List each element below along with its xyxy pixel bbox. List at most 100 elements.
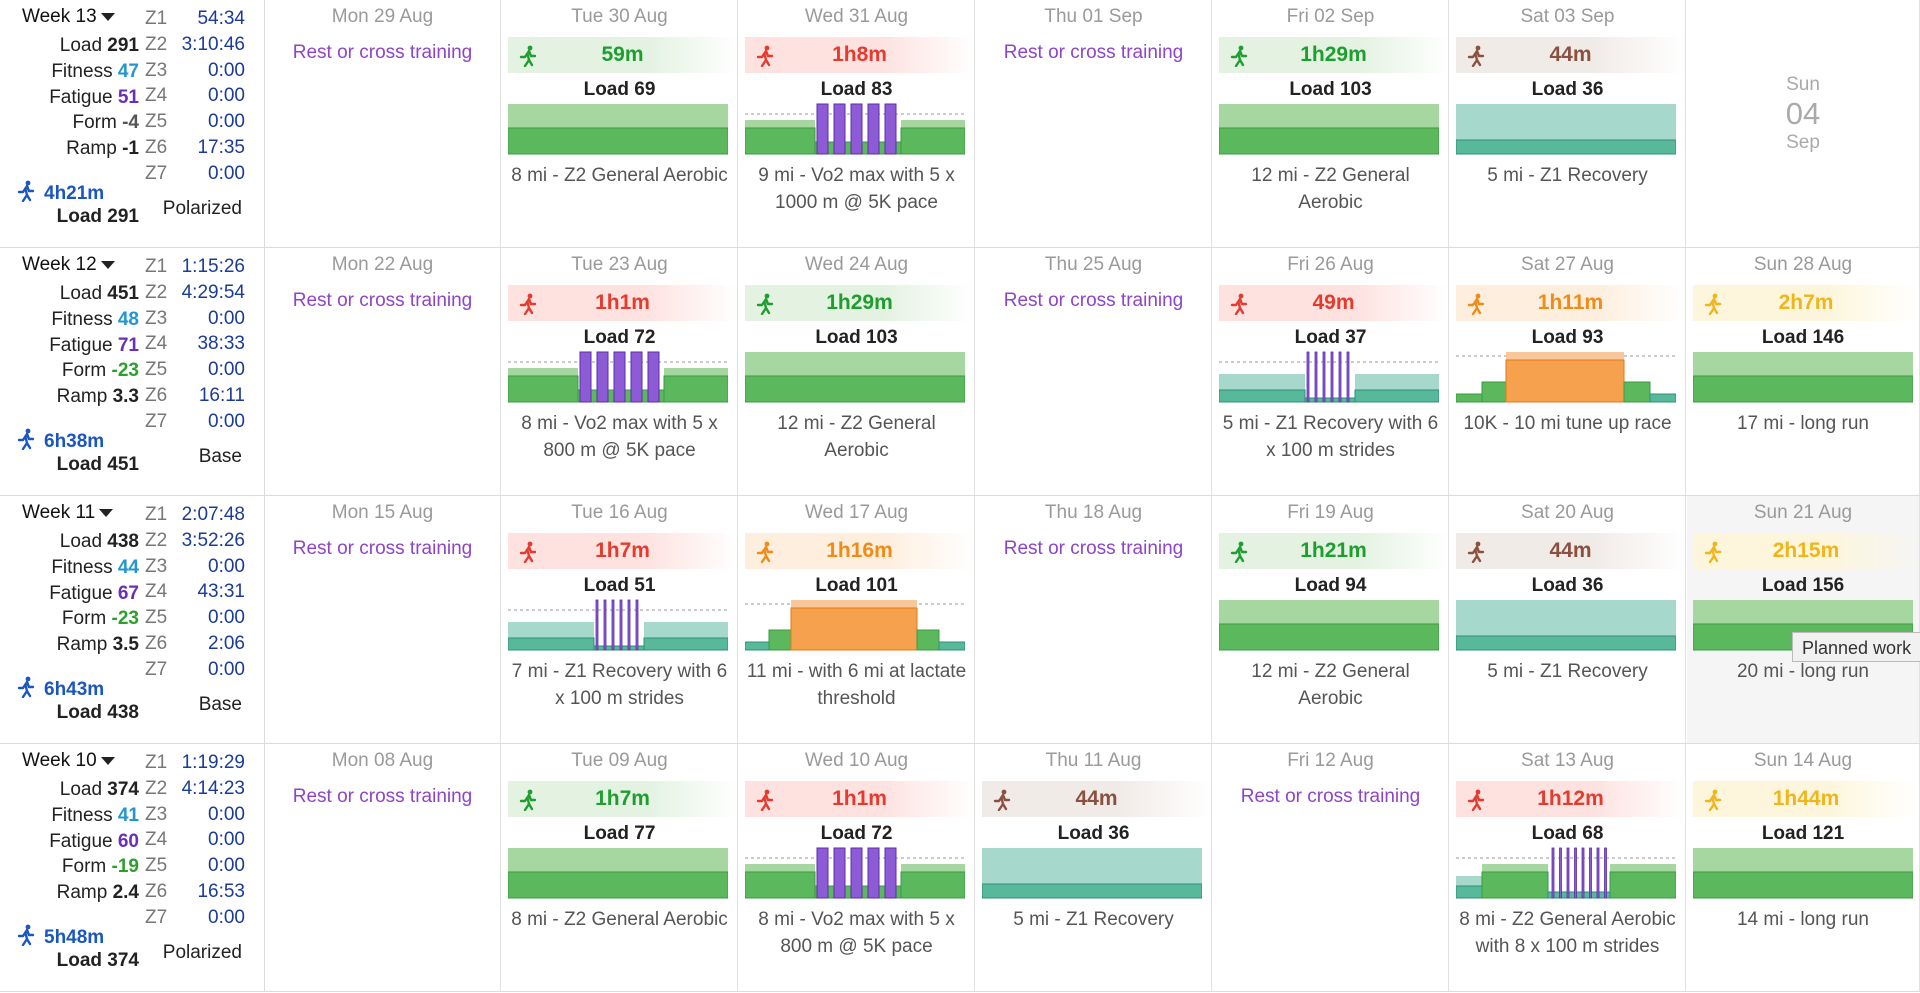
day-cell[interactable]: Sat 03 Sep 44m Load 36 5 mi - Z1 Recovery <box>1450 0 1686 247</box>
month-name: Sep <box>1786 132 1820 153</box>
workout-duration[interactable]: 1h7m <box>508 781 737 817</box>
week-title-dropdown[interactable]: Week 13 <box>22 6 115 28</box>
workout-load: Load 36 <box>1531 575 1604 596</box>
workout-structure-chart[interactable] <box>1218 350 1440 404</box>
workout-duration[interactable]: 1h16m <box>745 533 974 569</box>
workout-duration[interactable]: 2h15m <box>1693 533 1919 569</box>
workout-duration[interactable]: 44m <box>1456 37 1685 73</box>
workout-structure-chart[interactable] <box>1692 846 1914 900</box>
day-cell[interactable]: Tue 30 Aug 59m Load 69 8 mi - Z2 General Ae… <box>502 0 738 247</box>
rest-day-link[interactable]: Rest or cross training <box>292 42 473 63</box>
workout-structure-chart[interactable] <box>1455 846 1677 900</box>
workout-structure-chart[interactable] <box>507 102 729 156</box>
day-cell[interactable]: Tue 23 Aug 1h1m Load 72 8 mi - Vo2 max with… <box>502 248 738 495</box>
day-cell[interactable]: Thu 18 Aug Rest or cross training <box>976 496 1212 743</box>
rest-day-link[interactable]: Rest or cross training <box>1003 290 1184 311</box>
workout-structure-chart[interactable] <box>1455 350 1677 404</box>
rest-day-link[interactable]: Rest or cross training <box>292 538 473 559</box>
day-label: Tue 09 Aug <box>571 750 668 771</box>
workout-duration[interactable]: 1h12m <box>1456 781 1685 817</box>
workout-load: Load 146 <box>1761 327 1845 348</box>
day-cell[interactable]: Fri 12 Aug Rest or cross training <box>1213 744 1449 991</box>
workout-duration[interactable]: 1h8m <box>745 37 974 73</box>
workout-duration[interactable]: 44m <box>1456 533 1685 569</box>
week-row: Week 12 Load 451 Fitness 48 Fatigue 71 Form … <box>0 248 1920 496</box>
workout-load: Load 68 <box>1531 823 1604 844</box>
day-cell[interactable]: Tue 16 Aug 1h7m Load 51 7 mi - Z1 Recovery … <box>502 496 738 743</box>
day-cell[interactable]: Sat 27 Aug 1h11m Load 93 10K - 10 mi tune u… <box>1450 248 1686 495</box>
workout-duration[interactable]: 1h29m <box>745 285 974 321</box>
day-cell[interactable]: Fri 02 Sep 1h29m Load 103 12 mi - Z2 Genera… <box>1213 0 1449 247</box>
week-fitness: Fitness 41 <box>51 805 139 827</box>
day-cell[interactable]: Mon 22 Aug Rest or cross training <box>265 248 501 495</box>
workout-duration[interactable]: 49m <box>1219 285 1448 321</box>
day-cell[interactable]: Wed 17 Aug 1h16m Load 101 11 mi - with 6 mi… <box>739 496 975 743</box>
rest-day-link[interactable]: Rest or cross training <box>292 290 473 311</box>
week-load-value: 374 <box>107 779 139 800</box>
workout-structure-chart[interactable] <box>1455 102 1677 156</box>
week-fitness-value: 48 <box>117 308 139 330</box>
workout-structure-chart[interactable] <box>744 598 966 652</box>
workout-load: Load 83 <box>820 79 893 100</box>
day-cell[interactable]: Mon 08 Aug Rest or cross training <box>265 744 501 991</box>
workout-structure-chart[interactable] <box>1692 350 1914 404</box>
day-cell[interactable]: Sat 20 Aug 44m Load 36 5 mi - Z1 Recovery <box>1450 496 1686 743</box>
rest-day-link[interactable]: Rest or cross training <box>1003 538 1184 559</box>
workout-structure-chart[interactable] <box>507 846 729 900</box>
rest-day-link[interactable]: Rest or cross training <box>1003 42 1184 63</box>
day-cell[interactable]: Sat 13 Aug 1h12m Load 68 8 mi - Z2 General … <box>1450 744 1686 991</box>
duration-value: 1h7m <box>595 787 650 810</box>
day-cell[interactable]: Wed 24 Aug 1h29m Load 103 12 mi - Z2 Genera… <box>739 248 975 495</box>
day-label: Tue 23 Aug <box>571 254 668 275</box>
day-cell[interactable]: Sun 21 Aug 2h15m Load 156 20 mi - long run <box>1687 496 1920 743</box>
day-cell[interactable]: Fri 19 Aug 1h21m Load 94 12 mi - Z2 General… <box>1213 496 1449 743</box>
day-cell[interactable]: Thu 01 Sep Rest or cross training <box>976 0 1212 247</box>
workout-structure-chart[interactable] <box>507 350 729 404</box>
week-title-dropdown[interactable]: Week 12 <box>22 254 115 276</box>
workout-duration[interactable]: 1h1m <box>508 285 737 321</box>
day-cell[interactable]: Wed 10 Aug 1h1m Load 72 8 mi - Vo2 max with… <box>739 744 975 991</box>
workout-duration[interactable]: 1h29m <box>1219 37 1448 73</box>
workout-structure-chart[interactable] <box>981 846 1203 900</box>
workout-duration[interactable]: 59m <box>508 37 737 73</box>
week-fitness-label: Fitness <box>51 556 118 578</box>
zone-row: Z4 0:00 <box>145 85 245 111</box>
workout-structure-chart[interactable] <box>1218 598 1440 652</box>
rest-day-link[interactable]: Rest or cross training <box>1240 786 1421 807</box>
day-cell[interactable]: Thu 25 Aug Rest or cross training <box>976 248 1212 495</box>
week-load-value: 438 <box>107 531 139 552</box>
workout-duration[interactable]: 1h1m <box>745 781 974 817</box>
day-cell[interactable]: Tue 09 Aug 1h7m Load 77 8 mi - Z2 General A… <box>502 744 738 991</box>
day-cell[interactable]: Sun 04 Sep <box>1687 0 1920 247</box>
week-fitness-label: Fitness <box>51 60 118 82</box>
week-title-dropdown[interactable]: Week 11 <box>22 502 114 524</box>
rest-day-link[interactable]: Rest or cross training <box>292 786 473 807</box>
workout-duration[interactable]: 1h11m <box>1456 285 1685 321</box>
workout-structure-chart[interactable] <box>1455 598 1677 652</box>
workout-duration[interactable]: 2h7m <box>1693 285 1919 321</box>
duration-value: 2h7m <box>1778 291 1834 314</box>
day-cell[interactable]: Wed 31 Aug 1h8m Load 83 9 mi - Vo2 max with… <box>739 0 975 247</box>
day-cell[interactable]: Mon 29 Aug Rest or cross training <box>265 0 501 247</box>
week-ramp-value: 3.3 <box>112 386 139 408</box>
day-cell[interactable]: Sun 28 Aug 2h7m Load 146 17 mi - long run <box>1687 248 1920 495</box>
workout-duration[interactable]: 1h44m <box>1693 781 1919 817</box>
week-title: Week 11 <box>22 502 96 523</box>
workout-structure-chart[interactable] <box>507 598 729 652</box>
week-run-time: 6h43m <box>16 676 104 701</box>
day-cell[interactable]: Mon 15 Aug Rest or cross training <box>265 496 501 743</box>
workout-duration[interactable]: 1h7m <box>508 533 737 569</box>
week-row: Week 13 Load 291 Fitness 47 Fatigue 51 Form … <box>0 0 1920 248</box>
workout-structure-chart[interactable] <box>1218 102 1440 156</box>
zone-name: Z7 <box>145 410 168 432</box>
day-cell[interactable]: Thu 11 Aug 44m Load 36 5 mi - Z1 Recovery <box>976 744 1212 991</box>
workout-duration[interactable]: 44m <box>982 781 1211 817</box>
workout-structure-chart[interactable] <box>744 846 966 900</box>
day-cell[interactable]: Fri 26 Aug 49m Load 37 5 mi - Z1 Recovery w… <box>1213 248 1449 495</box>
workout-structure-chart[interactable] <box>744 350 966 404</box>
week-ramp-value: 3.5 <box>112 634 139 656</box>
workout-structure-chart[interactable] <box>744 102 966 156</box>
workout-duration[interactable]: 1h21m <box>1219 533 1448 569</box>
day-cell[interactable]: Sun 14 Aug 1h44m Load 121 14 mi - long run <box>1687 744 1920 991</box>
week-title-dropdown[interactable]: Week 10 <box>22 750 115 772</box>
